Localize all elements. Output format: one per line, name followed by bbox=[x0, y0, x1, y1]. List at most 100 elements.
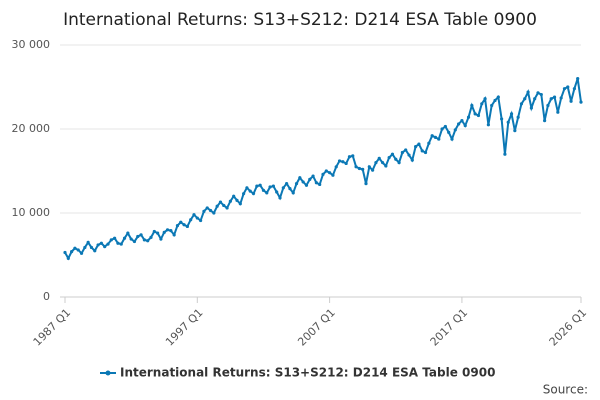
data-point bbox=[357, 166, 361, 171]
data-point bbox=[285, 182, 289, 186]
data-point bbox=[126, 231, 130, 235]
y-tick-label: 30 000 bbox=[12, 38, 51, 51]
data-point bbox=[552, 95, 557, 99]
data-point bbox=[255, 184, 259, 188]
data-point bbox=[513, 129, 517, 133]
data-point bbox=[169, 229, 173, 233]
data-point bbox=[519, 102, 524, 106]
data-point bbox=[281, 186, 285, 190]
x-tick-label: 2007 Q1 bbox=[295, 306, 338, 349]
data-point bbox=[70, 250, 74, 254]
data-point bbox=[324, 169, 328, 173]
data-point bbox=[526, 90, 530, 94]
data-point bbox=[404, 148, 408, 152]
data-point bbox=[162, 230, 166, 234]
data-point bbox=[506, 120, 510, 124]
data-point bbox=[139, 233, 143, 237]
data-point bbox=[79, 251, 84, 255]
data-point bbox=[460, 119, 464, 123]
data-point bbox=[440, 127, 444, 131]
data-point bbox=[433, 135, 438, 139]
y-tick-label: 10 000 bbox=[12, 206, 51, 219]
data-point bbox=[242, 192, 246, 196]
data-point bbox=[205, 206, 209, 210]
data-point bbox=[543, 119, 547, 123]
data-point bbox=[251, 192, 256, 196]
data-point bbox=[476, 113, 481, 118]
data-point bbox=[76, 248, 80, 252]
data-point bbox=[536, 91, 540, 95]
data-point bbox=[569, 99, 573, 103]
data-point bbox=[294, 182, 299, 186]
data-point bbox=[516, 115, 520, 119]
data-point bbox=[93, 249, 97, 253]
data-point bbox=[228, 199, 232, 203]
data-point bbox=[195, 216, 199, 220]
data-point bbox=[576, 77, 580, 81]
data-point bbox=[149, 235, 153, 239]
x-tick-label: 1987 Q1 bbox=[31, 306, 74, 349]
data-point bbox=[96, 243, 100, 247]
data-point bbox=[113, 236, 117, 240]
data-point bbox=[99, 241, 103, 245]
data-point bbox=[208, 208, 213, 213]
data-point bbox=[427, 141, 431, 145]
x-tick-label: 2017 Q1 bbox=[428, 306, 471, 349]
data-point bbox=[453, 128, 457, 132]
data-point bbox=[559, 96, 563, 100]
data-point bbox=[480, 102, 484, 106]
data-point bbox=[192, 213, 196, 217]
data-point bbox=[106, 242, 110, 246]
data-point bbox=[414, 145, 418, 149]
data-point bbox=[248, 189, 252, 193]
data-point bbox=[311, 174, 315, 178]
data-point bbox=[397, 161, 401, 165]
data-point bbox=[232, 194, 236, 198]
data-point bbox=[361, 167, 365, 171]
data-point bbox=[238, 202, 242, 206]
x-tick-label: 2026 Q1 bbox=[547, 306, 590, 349]
data-point bbox=[179, 220, 183, 224]
data-point bbox=[496, 95, 500, 99]
data-point bbox=[165, 228, 170, 232]
data-point bbox=[215, 204, 219, 208]
data-point bbox=[341, 160, 345, 164]
data-point bbox=[380, 161, 385, 165]
data-point bbox=[529, 106, 533, 110]
data-point bbox=[354, 165, 358, 169]
data-point bbox=[73, 246, 77, 250]
data-point bbox=[271, 184, 275, 188]
data-point bbox=[384, 164, 388, 168]
data-point bbox=[185, 224, 189, 229]
data-point bbox=[152, 229, 156, 234]
data-point bbox=[308, 177, 312, 181]
chart-title: International Returns: S13+S212: D214 ES… bbox=[63, 10, 537, 30]
data-point bbox=[546, 103, 550, 108]
data-point bbox=[556, 110, 560, 114]
data-point bbox=[202, 209, 206, 213]
data-point bbox=[523, 97, 527, 101]
data-point bbox=[172, 233, 176, 237]
data-point bbox=[579, 100, 583, 104]
data-point bbox=[109, 238, 113, 242]
data-point bbox=[466, 115, 471, 119]
data-point bbox=[298, 176, 302, 180]
data-point bbox=[463, 124, 467, 128]
data-point bbox=[457, 122, 461, 126]
data-point bbox=[278, 196, 282, 200]
data-point bbox=[291, 191, 295, 195]
data-point bbox=[116, 241, 120, 245]
data-point bbox=[347, 155, 352, 159]
data-point bbox=[156, 231, 160, 235]
data-point bbox=[572, 87, 576, 91]
data-point bbox=[261, 188, 266, 192]
data-point bbox=[301, 180, 305, 184]
data-point bbox=[371, 168, 375, 172]
data-line bbox=[64, 78, 582, 261]
data-point bbox=[132, 239, 137, 244]
data-point bbox=[351, 154, 355, 158]
data-point bbox=[344, 161, 348, 166]
y-tick-label: 20 000 bbox=[12, 122, 51, 135]
data-point bbox=[420, 149, 424, 153]
